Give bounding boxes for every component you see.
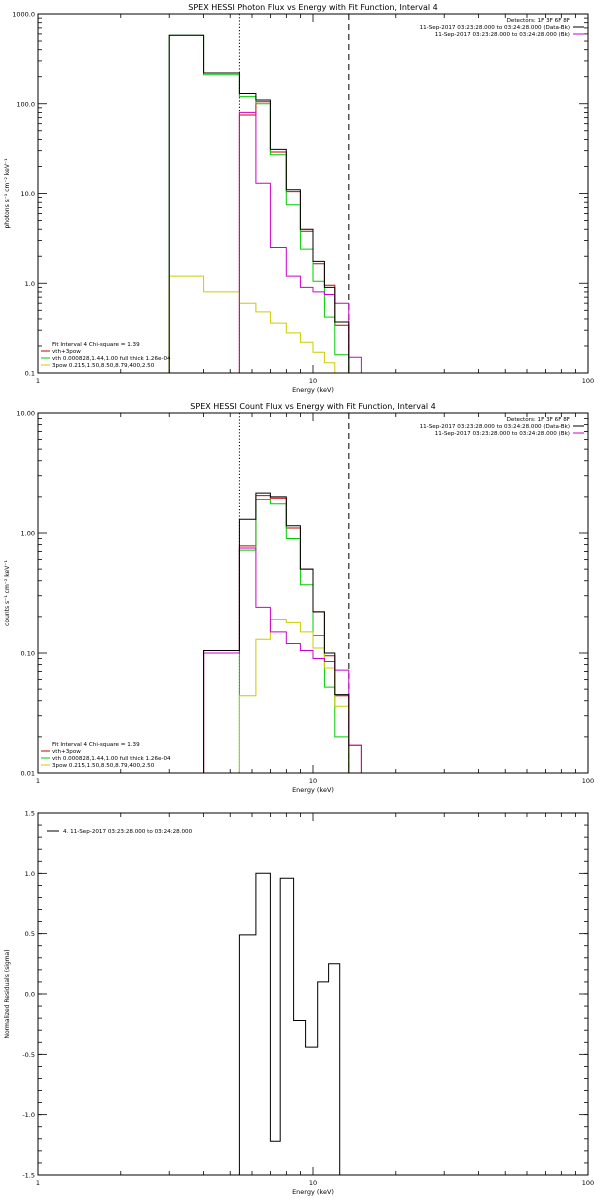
- legend-text: Detectors: 1F 3F 6F 8F: [507, 417, 570, 423]
- series-step-line: [203, 495, 362, 773]
- fit-range-markers: [238, 14, 350, 373]
- count-flux-panel: SPEX HESSI Count Flux vs Energy with Fit…: [4, 402, 594, 794]
- legend-text: vth+3pow: [52, 749, 81, 755]
- photon-flux-panel: SPEX HESSI Photon Flux vs Energy with Fi…: [4, 3, 594, 394]
- plot-frame: [37, 412, 589, 774]
- chart-title: SPEX HESSI Photon Flux vs Energy with Fi…: [188, 3, 438, 12]
- x-tick-label: 1: [36, 377, 40, 385]
- series-step-line: [238, 111, 362, 373]
- series-step-line: [203, 499, 362, 774]
- y-tick-label: -1.5: [22, 1172, 35, 1180]
- chart-title: SPEX HESSI Count Flux vs Energy with Fit…: [190, 402, 435, 411]
- y-tick-label: 1.5: [25, 810, 35, 818]
- legend-text: vth 0.000828,1.44,1.00 full thick 1.26e-…: [52, 356, 171, 362]
- y-tick-label: 0.0: [25, 991, 35, 999]
- y-tick-label: 0.1: [25, 370, 35, 378]
- series-step-line: [168, 34, 362, 374]
- axis-ticks: 1 10 100 -1.5 -1.0 -0.5 0.0 0.5 1.0 1.5: [22, 810, 594, 1188]
- legend-text: Detectors: 1F 3F 6F 8F: [507, 18, 570, 24]
- y-tick-label: -0.5: [22, 1051, 35, 1059]
- legend-text: 3pow 0.215,1.50,8.50,8.79,400,2.50: [52, 363, 155, 369]
- x-tick-label: 10: [309, 1179, 317, 1187]
- x-tick-label: 100: [582, 777, 594, 785]
- spectrum-histograms: [203, 492, 362, 774]
- plot-frame: [37, 812, 589, 1176]
- series-step-line: [238, 872, 341, 1175]
- legend-text: 11-Sep-2017 03:23:28.000 to 03:24:28.000…: [420, 424, 570, 430]
- y-tick-label: -1.0: [22, 1111, 35, 1119]
- x-tick-label: 100: [582, 1179, 594, 1187]
- residuals-panel: Energy (keV) Normalized Residuals (sigma…: [4, 810, 594, 1197]
- legend-group: 4. 11-Sep-2017 03:23:28.000 to 03:24:28.…: [47, 829, 193, 835]
- legend-text: 11-Sep-2017 03:23:28.000 to 03:24:28.000…: [435, 431, 570, 437]
- y-axis-label: counts s⁻¹ cm⁻² keV⁻¹: [4, 560, 11, 626]
- plot-frame: [37, 13, 589, 374]
- legend-text: 11-Sep-2017 03:23:28.000 to 03:24:28.000…: [420, 25, 570, 31]
- x-tick-label: 1: [36, 1179, 40, 1187]
- y-tick-label: 100.0: [16, 100, 35, 108]
- y-tick-label: 1000.0: [12, 11, 35, 19]
- axis-ticks: 1 10 100 0.1 1.0 10.0 100.0 1000.0: [12, 11, 594, 386]
- series-step-line: [203, 547, 362, 773]
- x-axis-label: Energy (keV): [292, 386, 334, 394]
- y-tick-label: 1.0: [25, 870, 35, 878]
- x-tick-label: 10: [309, 777, 317, 785]
- series-step-line: [168, 34, 362, 374]
- series-step-line: [203, 619, 362, 774]
- x-axis-label: Energy (keV): [292, 1188, 334, 1196]
- y-axis-label: Normalized Residuals (sigma): [4, 949, 11, 1038]
- legend-text: Fit Interval 4 Chi-square = 1.39: [52, 342, 140, 348]
- x-tick-label: 1: [36, 777, 40, 785]
- series-step-line: [203, 492, 362, 774]
- x-tick-label: 10: [309, 377, 317, 385]
- y-tick-label: 10.00: [16, 410, 35, 418]
- x-tick-label: 100: [582, 377, 594, 385]
- legend-text: 3pow 0.215,1.50,8.50,8.79,400,2.50: [52, 763, 155, 769]
- y-tick-label: 0.5: [25, 930, 35, 938]
- y-tick-label: 10.0: [21, 190, 35, 198]
- legend-text: 4. 11-Sep-2017 03:23:28.000 to 03:24:28.…: [63, 829, 193, 835]
- legend-text: vth+3pow: [52, 349, 81, 355]
- legend-text: vth 0.000828,1.44,1.00 full thick 1.26e-…: [52, 756, 171, 762]
- y-tick-label: 1.00: [21, 530, 35, 538]
- y-axis-label: photons s⁻¹ cm⁻² keV⁻¹: [4, 158, 11, 229]
- y-tick-label: 0.01: [21, 770, 35, 778]
- legend-text: 11-Sep-2017 03:23:28.000 to 03:24:28.000…: [435, 32, 570, 38]
- x-axis-label: Energy (keV): [292, 786, 334, 794]
- y-tick-label: 0.10: [21, 650, 35, 658]
- residual-histogram: [238, 872, 341, 1175]
- series-step-line: [168, 275, 362, 374]
- legend-text: Fit Interval 4 Chi-square = 1.39: [52, 742, 140, 748]
- spectrum-histograms: [168, 34, 362, 374]
- y-tick-label: 1.0: [25, 280, 35, 288]
- axis-ticks: 1 10 100 0.01 0.10 1.00 10.00: [16, 410, 594, 786]
